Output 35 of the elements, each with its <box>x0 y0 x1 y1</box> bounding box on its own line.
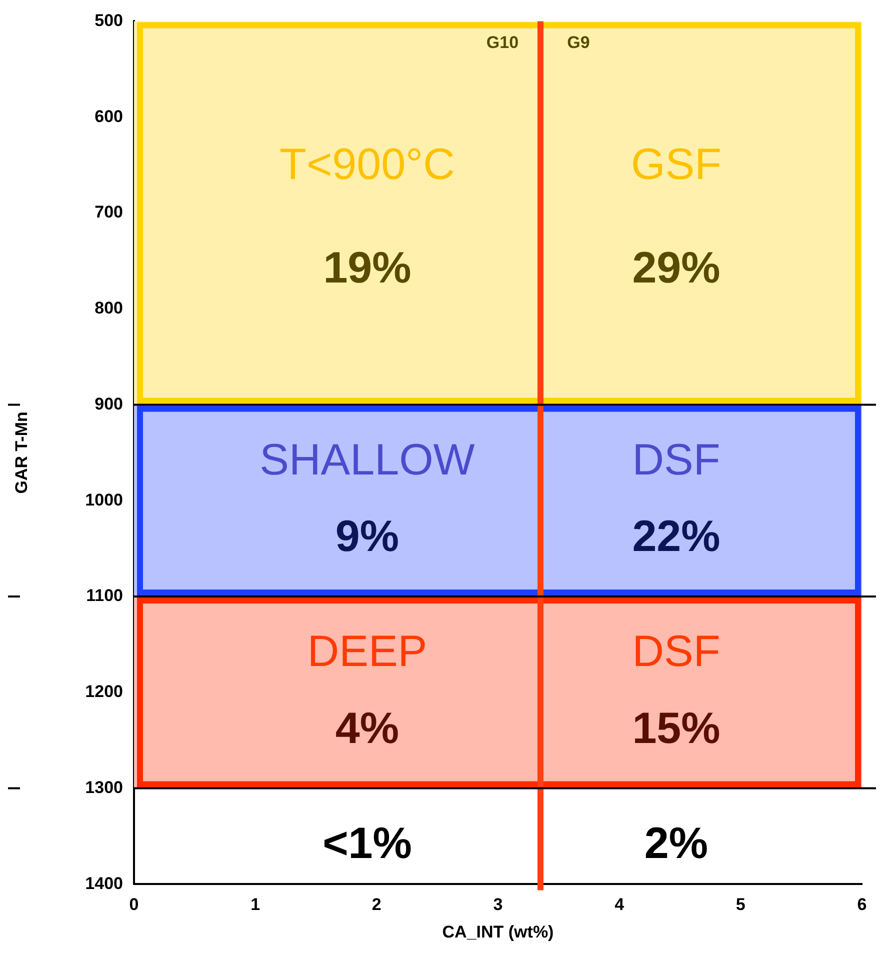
annotation: G10 <box>486 32 519 52</box>
y-tick-label: 1200 <box>85 682 123 702</box>
y-axis-title: GAR T-Mn <box>12 412 31 494</box>
annotation: T<900°C <box>280 140 455 190</box>
annotation: SHALLOW <box>260 435 476 484</box>
y-tick-label: 1300 <box>85 778 123 797</box>
annotation: 2% <box>644 818 708 868</box>
annotation: 9% <box>335 512 400 562</box>
y-tick-label: 600 <box>94 106 123 126</box>
x-axis-title: CA_INT (wt%) <box>442 922 554 942</box>
x-tick-label: 1 <box>250 895 260 914</box>
y-tick-label: 800 <box>94 298 123 318</box>
y-tick-label: 1400 <box>85 874 123 893</box>
annotation: 19% <box>323 244 412 293</box>
x-tick-label: 6 <box>857 895 867 914</box>
x-tick-label: 4 <box>614 895 625 914</box>
annotation: G9 <box>567 32 590 52</box>
x-tick-label: 3 <box>493 895 503 914</box>
annotation: 22% <box>632 512 720 562</box>
annotation: DSF <box>632 435 720 484</box>
y-tick-label: 700 <box>94 202 123 222</box>
y-tick-label: 500 <box>94 10 123 30</box>
annotation: DEEP <box>307 627 428 676</box>
annotation: 29% <box>632 244 720 293</box>
x-tick-label: 2 <box>372 895 382 914</box>
annotation: 4% <box>335 704 400 753</box>
y-tick-label: 900 <box>94 394 123 414</box>
y-tick-label: 1100 <box>86 586 123 606</box>
annotation: 15% <box>632 704 720 753</box>
y-tick-label: 1000 <box>85 490 123 510</box>
annotation: <1% <box>322 818 412 868</box>
annotation: DSF <box>632 627 720 676</box>
x-tick-label: 0 <box>129 895 139 914</box>
x-tick-label: 5 <box>736 895 746 914</box>
annotation: GSF <box>631 140 722 190</box>
